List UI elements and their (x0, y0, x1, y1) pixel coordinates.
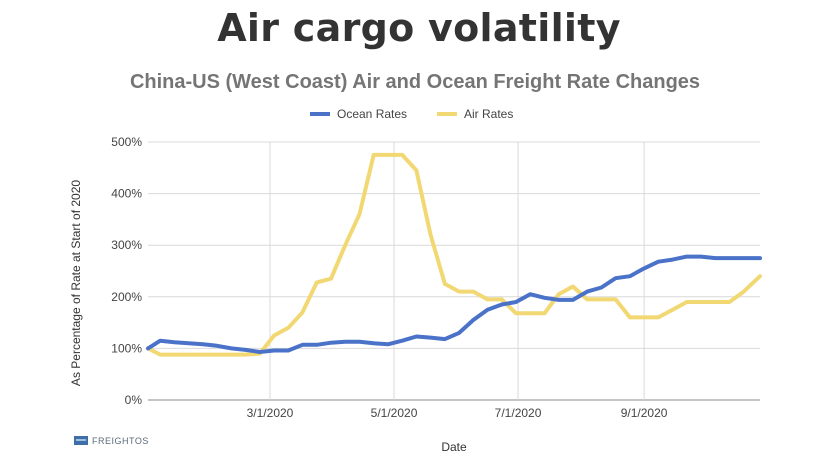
series (146, 152, 762, 357)
x-tick-label: 9/1/2020 (621, 406, 668, 420)
headline: Air cargo volatility (217, 6, 621, 50)
y-tick-label: 500% (111, 135, 142, 149)
y-tick-label: 300% (111, 238, 142, 252)
x-tick-label: 7/1/2020 (495, 406, 542, 420)
brand-logo-icon-stripe (76, 439, 86, 441)
y-axis-ticks: 0% 100% 200% 300% 400% 500% (111, 135, 142, 407)
y-tick-label: 0% (125, 393, 143, 407)
y-axis-title: As Percentage of Rate at Start of 2020 (69, 180, 83, 386)
y-tick-label: 200% (111, 290, 142, 304)
y-tick-label: 100% (111, 341, 142, 355)
y-tick-label: 400% (111, 187, 142, 201)
x-axis-title: Date (441, 440, 467, 454)
x-axis-ticks: 3/1/2020 5/1/2020 7/1/2020 9/1/2020 (247, 406, 668, 420)
chart-title: China-US (West Coast) Air and Ocean Frei… (130, 71, 700, 93)
brand-name: FREIGHTOS (92, 436, 149, 446)
series-line-air-rates (146, 152, 762, 357)
x-tick-label: 5/1/2020 (371, 406, 418, 420)
brand-logo: FREIGHTOS (74, 436, 149, 446)
gridlines (148, 141, 760, 401)
x-tick-label: 3/1/2020 (247, 406, 294, 420)
legend: Ocean Rates Air Rates (310, 107, 513, 121)
legend-label-air: Air Rates (464, 107, 513, 121)
legend-label-ocean: Ocean Rates (337, 107, 407, 121)
series-line-ocean-rates (146, 254, 762, 354)
